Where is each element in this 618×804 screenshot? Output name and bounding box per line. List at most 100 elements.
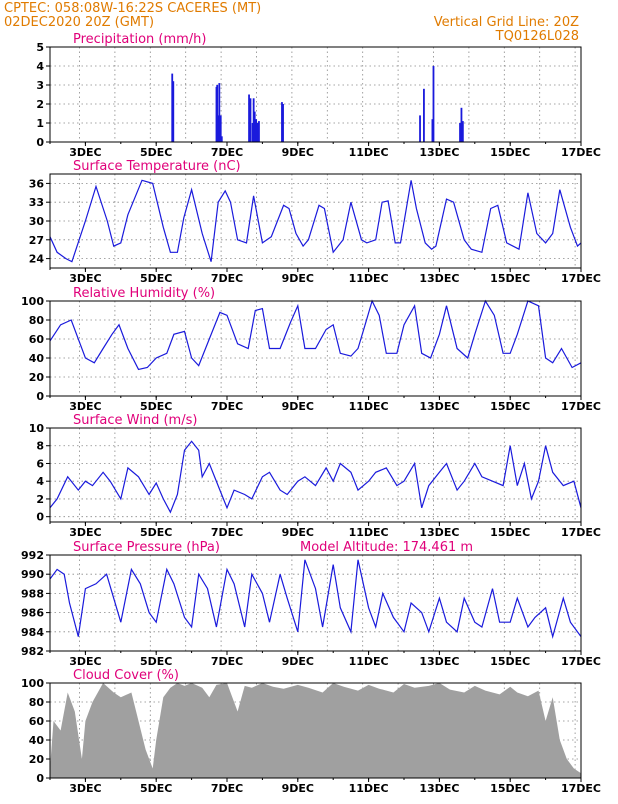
precip-bar xyxy=(219,115,222,142)
pres-panel: Surface Pressure (hPa) Model Altitude: 17… xyxy=(21,540,601,668)
precip-xtick-label: 9DEC xyxy=(282,146,314,159)
precip-bar xyxy=(459,123,461,142)
cloud-ytick-label: 0 xyxy=(36,772,44,785)
cloud-ytick-label: 60 xyxy=(29,715,45,728)
wind-ytick-label: 8 xyxy=(36,440,44,453)
temp-xtick-label: 5DEC xyxy=(140,272,172,285)
rh-xtick-label: 3DEC xyxy=(69,400,101,413)
cloud-ytick-label: 80 xyxy=(29,696,45,709)
precip-xtick-label: 11DEC xyxy=(349,146,389,159)
wind-xtick-label: 13DEC xyxy=(419,526,459,539)
pres-xtick-label: 7DEC xyxy=(211,655,243,668)
cloud-xtick-label: 9DEC xyxy=(282,782,314,795)
pres-xtick-label: 15DEC xyxy=(490,655,530,668)
precip-bar xyxy=(258,121,260,142)
temp-xtick-label: 15DEC xyxy=(490,272,530,285)
precip-bar xyxy=(218,83,221,142)
pres-xtick-label: 3DEC xyxy=(69,655,101,668)
precip-ytick-label: 5 xyxy=(36,41,44,54)
precip-title: Precipitation (mm/h) xyxy=(73,32,206,47)
wind-line xyxy=(49,440,582,514)
precip-ytick-label: 2 xyxy=(36,98,44,111)
precip-bar xyxy=(172,81,175,142)
pres-ytick-label: 992 xyxy=(21,549,44,562)
cloud-title: Cloud Cover (%) xyxy=(73,668,179,683)
pres-xtick-label: 11DEC xyxy=(349,655,389,668)
pres-xtick-label: 9DEC xyxy=(282,655,314,668)
precip-bar xyxy=(253,111,256,142)
wind-xtick-label: 11DEC xyxy=(349,526,389,539)
wind-xtick-label: 3DEC xyxy=(69,526,101,539)
cloud-ytick-label: 40 xyxy=(29,734,45,747)
precip-xtick-label: 13DEC xyxy=(419,146,459,159)
precip-bar xyxy=(460,107,463,142)
precip-ytick-label: 3 xyxy=(36,79,44,92)
cloud-panel: Cloud Cover (%) 0 20 40 60 80 100 3DEC 5DEC 7DEC 9… xyxy=(21,668,601,795)
rh-xtick-label: 17DEC xyxy=(561,400,601,413)
pres-frame xyxy=(49,554,582,652)
pres-ytick-label: 986 xyxy=(21,607,44,620)
precip-panel: Precipitation (mm/h) 0 1 2 3 4 5 3DEC 5DEC 7DEC 9D… xyxy=(36,32,601,159)
rh-xtick-label: 7DEC xyxy=(211,400,243,413)
wind-ytick-label: 4 xyxy=(36,475,44,488)
wind-xtick-label: 5DEC xyxy=(140,526,172,539)
cloud-frame xyxy=(49,682,582,779)
precip-bar xyxy=(220,136,223,142)
temp-xtick-label: 9DEC xyxy=(282,272,314,285)
temp-xtick-label: 7DEC xyxy=(211,272,243,285)
rh-ytick-label: 80 xyxy=(29,314,45,327)
precip-bar xyxy=(171,73,174,142)
temp-ytick-label: 24 xyxy=(29,253,45,266)
pres-line xyxy=(49,559,582,639)
wind-ytick-label: 6 xyxy=(36,457,44,470)
temp-ytick-label: 27 xyxy=(29,234,44,247)
precip-bar xyxy=(255,119,258,142)
pres-ytick-label: 990 xyxy=(21,568,44,581)
rh-ytick-label: 20 xyxy=(29,371,45,384)
wind-xtick-label: 9DEC xyxy=(282,526,314,539)
precip-bar xyxy=(251,123,254,142)
precip-ytick-label: 4 xyxy=(36,60,44,73)
precip-ytick-label: 1 xyxy=(36,117,44,130)
precip-bar xyxy=(217,115,220,142)
rh-xtick-label: 11DEC xyxy=(349,400,389,413)
cloud-ytick-label: 100 xyxy=(21,677,44,690)
precip-bar xyxy=(461,121,464,142)
precip-bar xyxy=(432,66,435,142)
pres-annotation: Model Altitude: 174.461 m xyxy=(300,540,473,555)
pres-ytick-label: 984 xyxy=(21,626,44,639)
precip-xtick-label: 3DEC xyxy=(69,146,101,159)
cloud-xtick-label: 5DEC xyxy=(140,782,172,795)
header-station: CPTEC: 058:08W-16:22S CACERES (MT) xyxy=(4,1,261,16)
pres-xtick-label: 13DEC xyxy=(419,655,459,668)
cloud-xtick-label: 13DEC xyxy=(419,782,459,795)
cloud-ytick-label: 20 xyxy=(29,753,45,766)
temp-xtick-label: 11DEC xyxy=(349,272,389,285)
precip-bar xyxy=(216,85,219,142)
wind-xtick-label: 15DEC xyxy=(490,526,530,539)
wind-panel: Surface Wind (m/s) 0 2 4 6 8 10 3DEC 5DEC 7DEC 9DE… xyxy=(29,413,601,539)
header-date: 02DEC2020 20Z (GMT) xyxy=(4,15,154,30)
precip-xtick-label: 7DEC xyxy=(211,146,243,159)
rh-ytick-label: 60 xyxy=(29,333,45,346)
temp-xtick-label: 17DEC xyxy=(561,272,601,285)
temp-ytick-label: 36 xyxy=(29,177,45,190)
cloud-xtick-label: 15DEC xyxy=(490,782,530,795)
precip-frame xyxy=(49,46,582,143)
rh-line xyxy=(49,299,582,371)
rh-ytick-label: 0 xyxy=(36,390,44,403)
precip-bar xyxy=(281,102,283,142)
pres-xtick-label: 5DEC xyxy=(140,655,172,668)
precip-ytick-label: 0 xyxy=(36,136,44,149)
precip-xtick-label: 15DEC xyxy=(490,146,530,159)
precip-bar xyxy=(431,119,434,142)
pres-ytick-label: 982 xyxy=(21,645,44,658)
temp-line xyxy=(49,179,582,263)
temp-ytick-label: 30 xyxy=(29,215,45,228)
cloud-area xyxy=(50,683,581,778)
pres-xtick-label: 17DEC xyxy=(561,655,601,668)
panels: Precipitation (mm/h) 0 1 2 3 4 5 3DEC 5DEC 7DEC 9D… xyxy=(21,32,601,795)
temp-title: Surface Temperature (nC) xyxy=(73,159,241,174)
precip-bar xyxy=(252,98,255,142)
